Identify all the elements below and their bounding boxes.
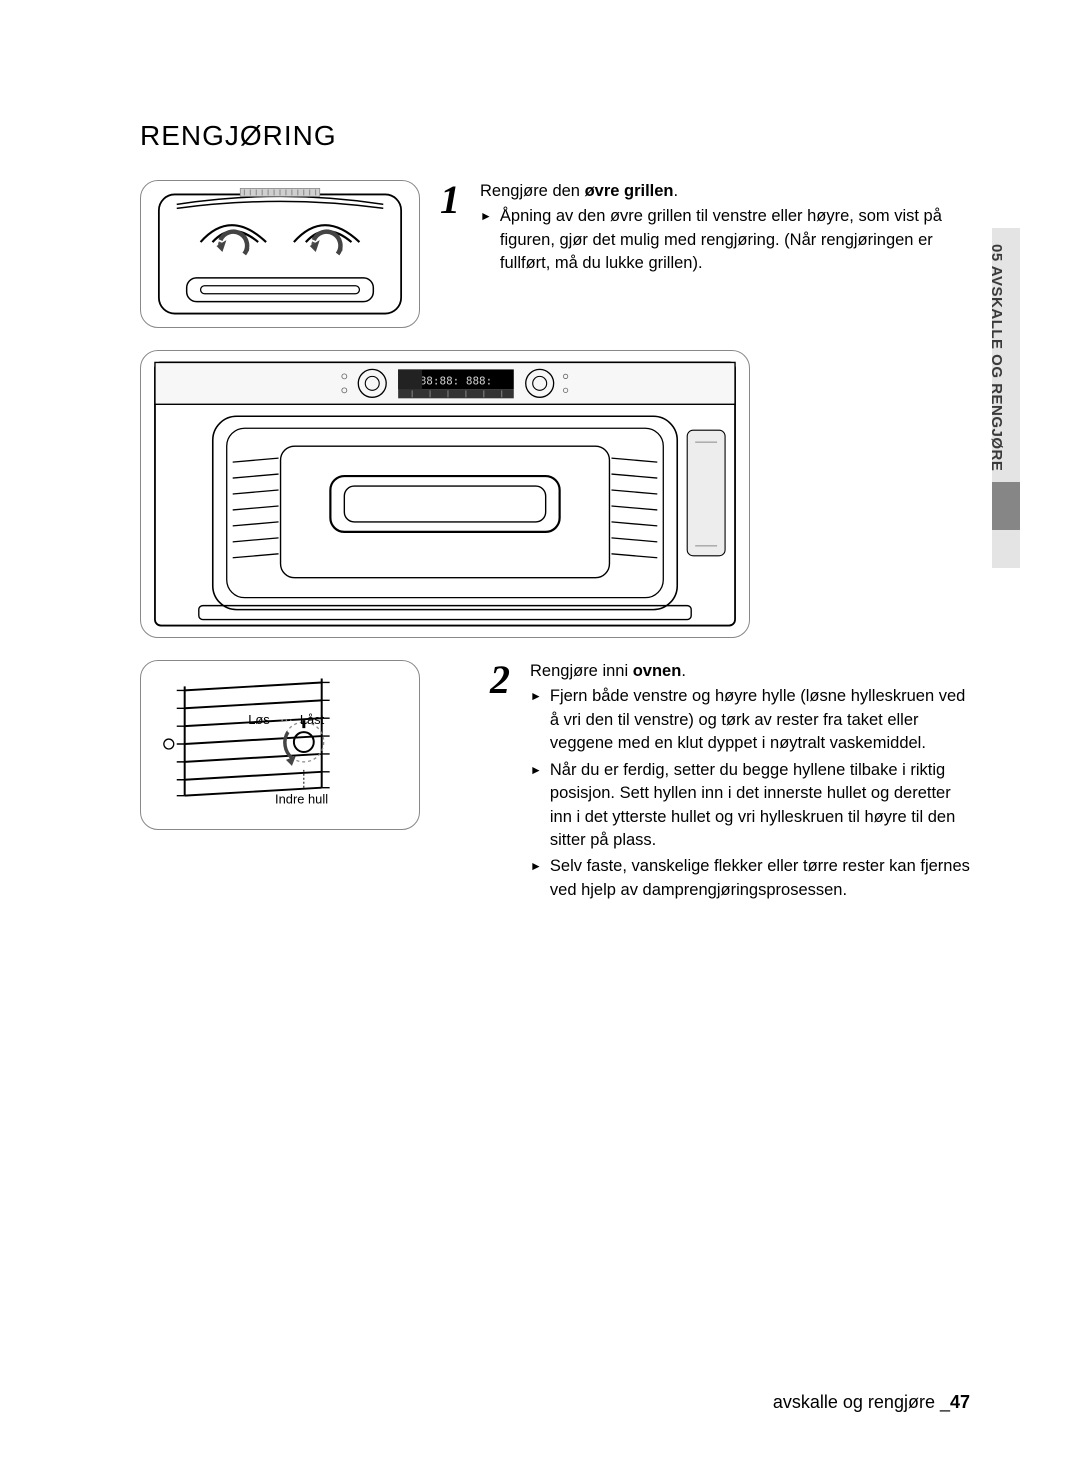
step2-bullet2: Når du er ferdig, setter du begge hyllen… <box>550 759 970 853</box>
step2-intro-bold: ovnen <box>633 662 682 680</box>
footer-text: avskalle og rengjøre _ <box>773 1392 950 1412</box>
figure-rack: Løs ··· Låst Indre hull <box>140 660 420 830</box>
step-2-number: 2 <box>490 660 524 905</box>
svg-text:Låst: Låst <box>300 712 325 727</box>
section-tab: 05 AVSKALLE OG RENGJØRE <box>992 228 1020 568</box>
step-1-text: Rengjøre den øvre grillen. Åpning av den… <box>480 180 970 328</box>
svg-text:Løs: Løs <box>248 712 270 727</box>
step2-intro-post: . <box>681 662 686 680</box>
step1-intro-bold: øvre grillen <box>585 182 674 200</box>
figure-grill-top <box>140 180 420 328</box>
svg-text:···: ··· <box>280 712 293 727</box>
step2-intro-pre: Rengjøre inni <box>530 662 633 680</box>
oven-display-text: 88:88: 888: <box>420 374 493 387</box>
step-1-number: 1 <box>440 180 474 328</box>
section-title: RENGJØRING <box>140 120 970 152</box>
page-number: 47 <box>950 1392 970 1412</box>
step2-bullet1: Fjern både venstre og høyre hylle (løsne… <box>550 685 970 755</box>
step2-bullet3: Selv faste, vanskelige flekker eller tør… <box>550 855 970 902</box>
step1-intro-pre: Rengjøre den <box>480 182 585 200</box>
section-tab-label: 05 AVSKALLE OG RENGJØRE <box>988 244 1005 471</box>
step1-bullet1: Åpning av den øvre grillen til venstre e… <box>500 205 970 275</box>
step1-intro-post: . <box>674 182 679 200</box>
figure-oven-front: 88:88: 888: <box>140 350 750 638</box>
page-footer: avskalle og rengjøre _47 <box>773 1392 970 1413</box>
step-2-text: Rengjøre inni ovnen. Fjern både venstre … <box>530 660 970 905</box>
svg-text:Indre hull: Indre hull <box>275 792 328 807</box>
